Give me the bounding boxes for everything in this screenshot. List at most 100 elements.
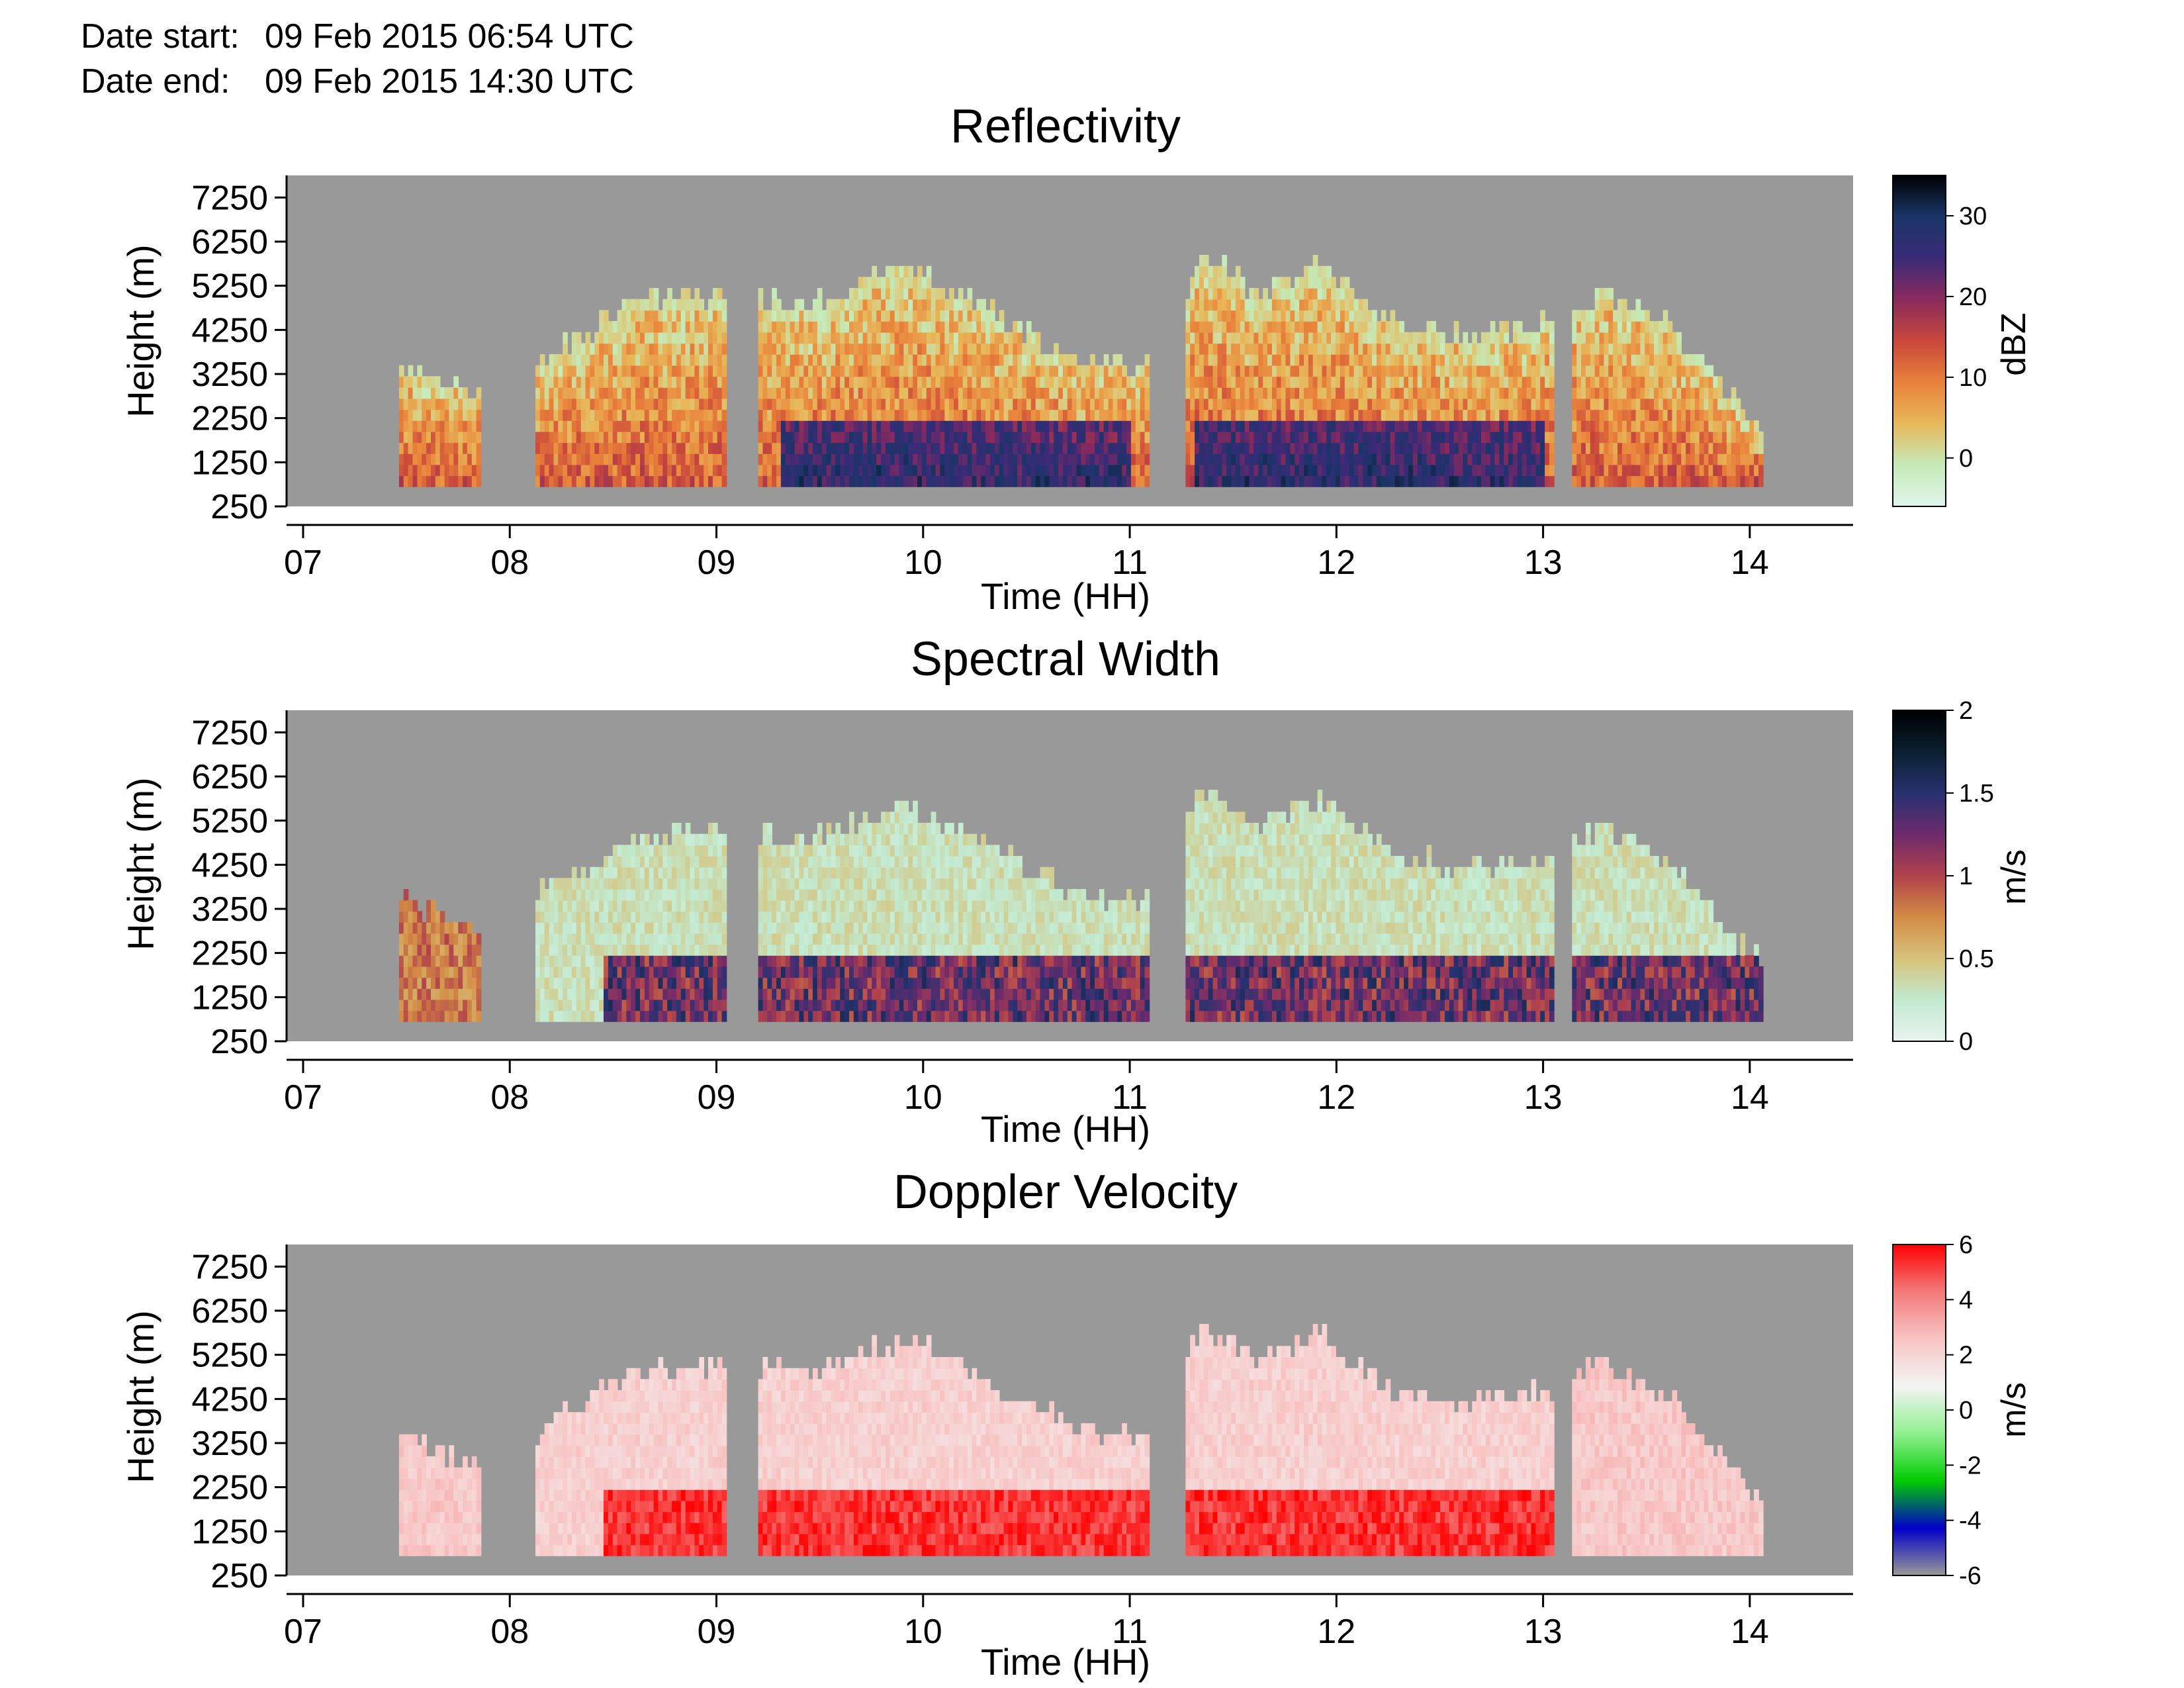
reflectivity-heat-cell	[476, 475, 482, 487]
reflectivity-heat-cell	[1477, 420, 1482, 432]
reflectivity-heat-cell	[1662, 310, 1668, 322]
spectral-width-heat-cell	[467, 1010, 473, 1022]
reflectivity-heat-cell	[662, 310, 668, 322]
reflectivity-heat-cell	[1281, 409, 1287, 421]
reflectivity-heat-cell	[1054, 420, 1059, 432]
reflectivity-heat-cell	[994, 365, 1000, 377]
reflectivity-heat-cell	[849, 354, 854, 366]
reflectivity-heat-cell	[1317, 343, 1323, 355]
reflectivity-heat-cell	[1445, 420, 1450, 432]
reflectivity-heat-cell	[1585, 475, 1591, 487]
reflectivity-heat-cell	[908, 277, 913, 289]
reflectivity-heat-cell	[813, 431, 818, 444]
reflectivity-heat-cell	[1585, 464, 1591, 477]
reflectivity-heat-cell	[1713, 409, 1718, 421]
spectral-width-heat-cell	[471, 1010, 477, 1022]
reflectivity-heat-cell	[463, 387, 468, 399]
reflectivity-heat-cell	[1235, 277, 1241, 289]
reflectivity-heat-cell	[1658, 464, 1664, 477]
reflectivity-heat-cell	[1635, 420, 1641, 432]
reflectivity-heat-cell	[1276, 387, 1282, 399]
reflectivity-heat-cell	[1281, 354, 1287, 366]
reflectivity-heat-cell	[835, 453, 841, 465]
reflectivity-heat-cell	[1449, 475, 1455, 487]
reflectivity-heat-cell	[408, 464, 414, 477]
reflectivity-heat-cell	[772, 409, 777, 421]
reflectivity-heat-cell	[1295, 376, 1300, 388]
reflectivity-heat-cell	[699, 409, 704, 421]
reflectivity-heat-cell	[1713, 387, 1718, 399]
reflectivity-heat-cell	[1117, 420, 1122, 432]
reflectivity-heat-cell	[1217, 431, 1223, 444]
reflectivity-heat-cell	[721, 464, 727, 477]
reflectivity-heat-cell	[813, 299, 818, 311]
reflectivity-heat-cell	[1381, 376, 1387, 388]
reflectivity-heat-cell	[931, 398, 936, 410]
reflectivity-heat-cell	[1349, 420, 1355, 432]
spectral-width-heat-cell	[694, 867, 700, 879]
reflectivity-heat-cell	[1130, 420, 1136, 432]
reflectivity-heat-cell	[1099, 409, 1105, 421]
reflectivity-heat-cell	[1076, 398, 1082, 410]
reflectivity-heat-cell	[1590, 365, 1596, 377]
reflectivity-heat-cell	[1731, 431, 1737, 444]
reflectivity-heat-cell	[1353, 376, 1359, 388]
reflectivity-heat-cell	[1022, 453, 1027, 465]
reflectivity-heat-cell	[539, 431, 545, 444]
spectral-width-heat-cell	[662, 856, 668, 868]
reflectivity-heat-cell	[967, 343, 973, 355]
reflectivity-heat-cell	[1253, 453, 1259, 465]
reflectivity-heat-cell	[886, 464, 891, 477]
reflectivity-heat-cell	[913, 453, 918, 465]
reflectivity-heat-cell	[1449, 365, 1455, 377]
reflectivity-heat-cell	[680, 321, 686, 333]
spectral-width-heat-cell	[612, 889, 618, 901]
reflectivity-heat-cell	[535, 409, 541, 421]
reflectivity-heat-cell	[1508, 354, 1514, 366]
reflectivity-heat-cell	[931, 299, 936, 311]
reflectivity-heat-cell	[1308, 299, 1314, 311]
reflectivity-heat-cell	[1621, 431, 1627, 444]
reflectivity-heat-cell	[1331, 453, 1336, 465]
reflectivity-heat-cell	[1235, 332, 1241, 344]
reflectivity-heat-cell	[1281, 365, 1287, 377]
reflectivity-heat-cell	[721, 431, 727, 444]
reflectivity-heat-cell	[1540, 321, 1545, 333]
reflectivity-heat-cell	[435, 475, 441, 487]
reflectivity-heat-cell	[817, 453, 823, 465]
reflectivity-heat-cell	[1613, 475, 1618, 487]
spectral-width-heat-cell	[685, 878, 691, 890]
reflectivity-heat-cell	[699, 299, 704, 311]
reflectivity-heat-cell	[1195, 453, 1200, 465]
reflectivity-heat-cell	[1267, 343, 1273, 355]
reflectivity-heat-cell	[1522, 365, 1527, 377]
spectral-width-heat-cell	[694, 856, 700, 868]
reflectivity-heat-cell	[467, 464, 473, 477]
reflectivity-heat-cell	[1572, 464, 1577, 477]
reflectivity-heat-cell	[821, 376, 827, 388]
reflectivity-heat-cell	[972, 453, 978, 465]
reflectivity-heat-cell	[1426, 354, 1432, 366]
reflectivity-heat-cell	[1458, 431, 1464, 444]
spectral-width-heat-cell	[471, 955, 477, 967]
reflectivity-heat-cell	[808, 464, 813, 477]
reflectivity-heat-cell	[1494, 387, 1500, 399]
reflectivity-heat-cell	[794, 464, 800, 477]
reflectivity-heat-cell	[676, 420, 682, 432]
reflectivity-heat-cell	[1458, 409, 1464, 421]
reflectivity-heat-cell	[958, 310, 964, 322]
reflectivity-heat-cell	[1331, 343, 1336, 355]
reflectivity-heat-cell	[1244, 387, 1250, 399]
spectral-width-heat-cell	[662, 966, 668, 978]
spectral-width-heat-cell	[471, 977, 477, 989]
spectral-width-heat-cell	[762, 944, 768, 956]
reflectivity-heat-cell	[699, 431, 704, 444]
reflectivity-heat-cell	[1626, 409, 1632, 421]
reflectivity-heat-cell	[1185, 299, 1191, 311]
spectral-width-heat-cell	[617, 911, 623, 923]
reflectivity-heat-cell	[844, 354, 850, 366]
reflectivity-heat-cell	[1613, 376, 1618, 388]
reflectivity-heat-cell	[1271, 420, 1277, 432]
reflectivity-heat-cell	[1030, 464, 1036, 477]
reflectivity-heat-cell	[426, 398, 432, 410]
